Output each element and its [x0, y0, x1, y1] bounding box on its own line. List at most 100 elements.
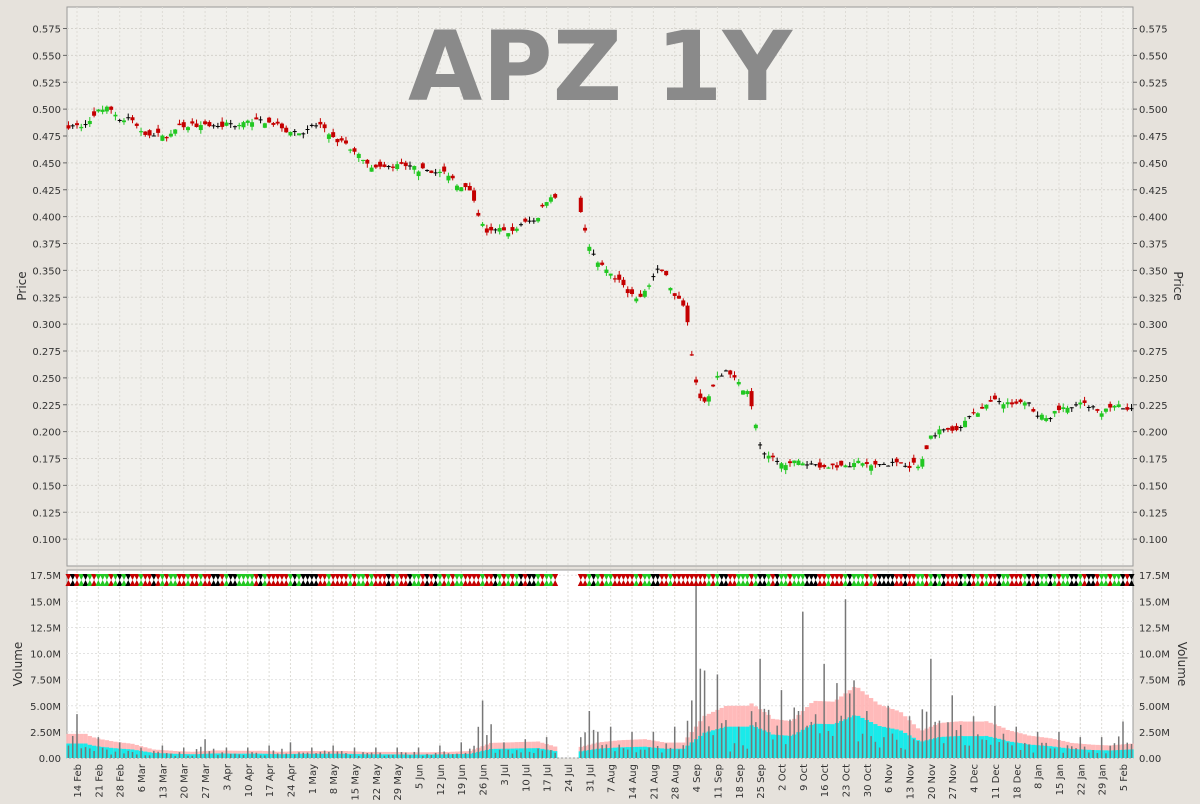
signal-marker: [1021, 574, 1028, 580]
candle-body: [659, 269, 664, 271]
signal-marker: [108, 580, 115, 586]
signal-marker: [1124, 574, 1131, 580]
signal-marker: [449, 574, 456, 580]
candle-body: [297, 133, 302, 136]
candle-body: [232, 126, 237, 128]
candle-body: [194, 123, 199, 128]
price-tick-label-right: 0.125: [1139, 508, 1168, 519]
signal-marker: [257, 574, 264, 580]
signal-marker: [821, 574, 828, 580]
candle-body: [920, 459, 925, 467]
volume-tick-label-left: 10.0M: [30, 650, 61, 661]
signal-marker: [919, 574, 926, 580]
candle-body: [399, 162, 404, 164]
signal-marker: [863, 580, 870, 586]
signal-marker: [577, 574, 584, 580]
price-tick-label-left: 0.475: [32, 132, 61, 143]
signal-marker: [483, 574, 490, 580]
signal-marker: [500, 580, 507, 586]
x-tick-label: 7 Aug: [607, 764, 618, 793]
signal-marker: [513, 574, 520, 580]
signal-marker: [475, 574, 482, 580]
signal-marker: [266, 574, 273, 580]
candle-body: [907, 465, 912, 468]
signal-marker: [419, 580, 426, 586]
signal-marker: [223, 574, 230, 580]
price-tick-label-right: 0.300: [1139, 320, 1168, 331]
signal-marker: [471, 580, 478, 586]
signal-marker: [752, 574, 759, 580]
candle-body: [241, 122, 246, 128]
signal-marker: [633, 580, 640, 586]
candle-body: [958, 427, 963, 429]
signal-marker: [287, 574, 294, 580]
signal-marker: [347, 580, 354, 586]
signal-marker: [530, 580, 537, 586]
candle-body: [877, 464, 882, 466]
volume-tick-label-right: 17.5M: [1139, 571, 1170, 582]
signal-marker: [731, 574, 738, 580]
candle-body: [134, 123, 139, 126]
signal-marker: [338, 580, 345, 586]
signal-marker: [214, 574, 221, 580]
signal-marker: [197, 574, 204, 580]
candle-body: [984, 404, 989, 409]
candle-body: [924, 445, 929, 450]
x-tick-label: 18 Sep: [735, 764, 746, 799]
volume-tick-label-right: 15.0M: [1139, 597, 1170, 608]
signal-marker: [1094, 580, 1101, 586]
signal-marker: [539, 580, 546, 586]
volume-axis-label-right: Volume: [1175, 642, 1189, 687]
x-tick-label: 13 Nov: [906, 764, 917, 800]
signal-marker: [991, 574, 998, 580]
candle-body: [121, 120, 126, 123]
signal-marker: [227, 574, 234, 580]
candle-body: [331, 132, 336, 138]
candle-body: [728, 370, 733, 375]
x-tick-label: 5 Feb: [1119, 764, 1130, 791]
candle-body: [1074, 404, 1079, 406]
signal-marker: [492, 580, 499, 586]
signal-marker: [407, 574, 414, 580]
signal-marker: [791, 580, 798, 586]
signal-marker: [868, 580, 875, 586]
signal-marker: [667, 580, 674, 586]
candle-body: [792, 460, 797, 464]
signal-marker: [364, 574, 371, 580]
signal-marker: [167, 580, 174, 586]
candle-body: [950, 426, 955, 431]
candle-body: [822, 464, 827, 468]
signal-marker: [902, 574, 909, 580]
candle-body: [339, 138, 344, 141]
signal-marker: [479, 580, 486, 586]
signal-marker: [769, 580, 776, 586]
x-tick-label: 16 Oct: [820, 764, 831, 797]
signal-marker: [714, 580, 721, 586]
signal-marker: [1038, 574, 1045, 580]
price-tick-label-left: 0.175: [32, 455, 61, 466]
signal-marker: [671, 574, 678, 580]
candle-body: [800, 463, 805, 466]
signal-marker: [594, 580, 601, 586]
signal-marker: [599, 574, 606, 580]
signal-marker: [1128, 580, 1135, 586]
signal-marker: [142, 580, 149, 586]
signal-marker: [210, 580, 217, 586]
candle-body: [87, 120, 92, 125]
signal-marker: [513, 580, 520, 586]
candle-body: [941, 429, 946, 431]
candle-body: [335, 138, 340, 143]
candle-body: [476, 212, 481, 216]
price-tick-label-left: 0.575: [32, 25, 61, 36]
candle-body: [1035, 415, 1040, 417]
signal-marker: [953, 580, 960, 586]
signal-marker: [95, 574, 102, 580]
signal-marker: [705, 580, 712, 586]
signal-marker: [253, 574, 260, 580]
x-tick-label: 6 Mar: [137, 763, 148, 792]
x-tick-label: 19 Jun: [457, 764, 468, 796]
price-tick-label-right: 0.150: [1139, 481, 1168, 492]
price-tick-label-left: 0.500: [32, 105, 61, 116]
signal-marker: [103, 580, 110, 586]
price-tick-label-right: 0.200: [1139, 428, 1168, 439]
